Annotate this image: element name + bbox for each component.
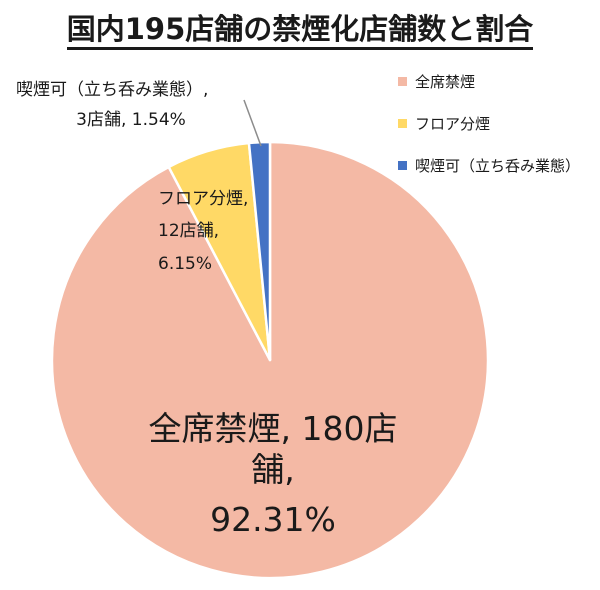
legend-label-floor-separated: フロア分煙 <box>415 114 491 133</box>
legend-item-floor-separated: フロア分煙 <box>398 112 580 134</box>
slice-label-smoking-allowed: 喫煙可（立ち呑み業態）, 3店舗, 1.54% <box>16 76 246 136</box>
legend-label-smoking-allowed: 喫煙可（立ち呑み業態） <box>415 156 581 175</box>
slice-label-floor-line2: 12店舗, <box>158 221 220 242</box>
legend-swatch-smoking-allowed <box>398 160 407 170</box>
slice-label-full-line2: 92.31% <box>210 499 336 539</box>
chart-title: 国内195店舗の禁煙化店舗数と割合 <box>0 6 600 50</box>
legend-swatch-floor-separated <box>398 118 407 128</box>
legend-label-full-nonsmoking: 全席禁煙 <box>415 72 476 91</box>
slice-label-smoking-line1: 喫煙可（立ち呑み業態）, <box>16 80 209 100</box>
slice-label-floor-line3: 6.15% <box>158 253 213 274</box>
slice-label-floor-separated: フロア分煙, 12店舗, 6.15% <box>158 183 248 280</box>
slice-label-full-line1: 全席禁煙, 180店舗, <box>148 409 398 490</box>
leader-line <box>243 99 262 147</box>
legend-swatch-full-nonsmoking <box>398 76 407 86</box>
chart-legend: 全席禁煙 フロア分煙 喫煙可（立ち呑み業態） <box>398 70 580 196</box>
slice-label-floor-line1: フロア分煙, <box>158 189 249 209</box>
slice-label-smoking-line2: 3店舗, 1.54% <box>76 109 186 130</box>
chart-title-text: 国内195店舗の禁煙化店舗数と割合 <box>66 12 534 50</box>
slice-label-full-nonsmoking: 全席禁煙, 180店舗, 92.31% <box>128 408 418 540</box>
legend-item-full-nonsmoking: 全席禁煙 <box>398 70 580 92</box>
legend-item-smoking-allowed: 喫煙可（立ち呑み業態） <box>398 154 580 176</box>
